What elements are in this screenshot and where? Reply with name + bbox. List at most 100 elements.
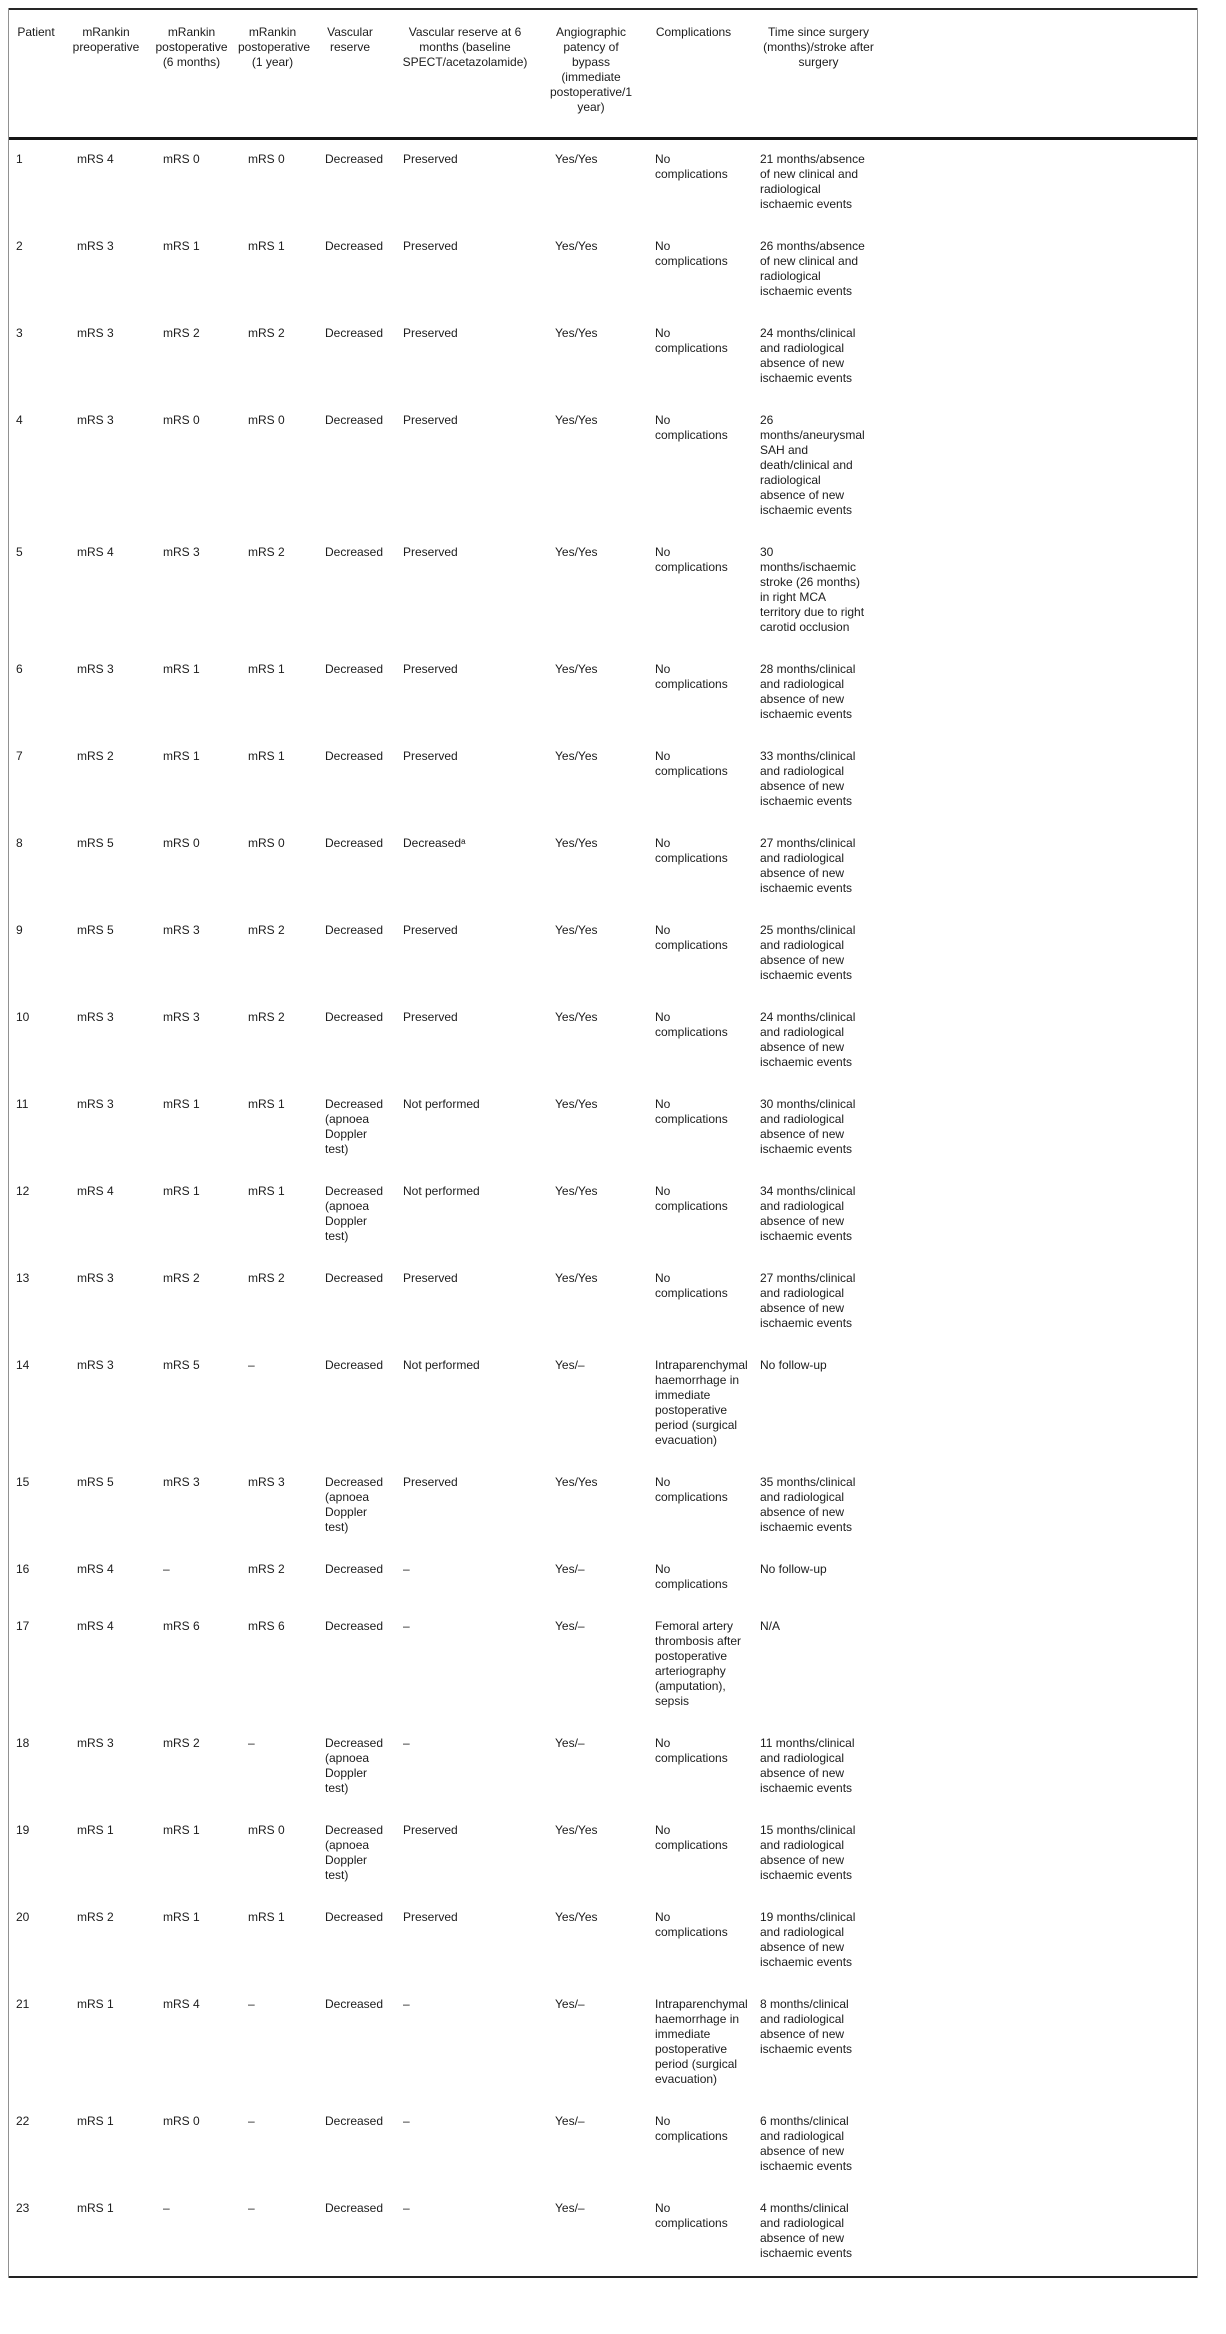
table-row: 15 mRS 5 mRS 3 mRS 3 Decreased (apnoea Doppl… [9, 1463, 1197, 1550]
table-row: 3 mRS 3 mRS 2 mRS 2 Decreased Preserved Yes/Ye… [9, 314, 1197, 401]
table-row: 13 mRS 3 mRS 2 mRS 2 Decreased Preserved Yes/Y… [9, 1259, 1197, 1346]
table-cell: Decreased (apnoea Doppler test) [325, 1823, 384, 1882]
table-cell: Intraparenchymal haemorrhage in immediat… [655, 1997, 748, 2086]
table-cell: Yes/– [555, 1736, 585, 1750]
table-cell: No complications [655, 1910, 728, 1939]
table-cell: No complications [655, 413, 728, 442]
table-cell: 6 [16, 662, 23, 676]
table-cell: mRS 3 [77, 1271, 114, 1285]
table-cell: mRS 1 [77, 1823, 114, 1837]
table-cell: mRS 2 [248, 326, 285, 340]
table-cell: No complications [655, 1010, 728, 1039]
table-cell: mRS 0 [163, 152, 200, 166]
table-row: 9 mRS 5 mRS 3 mRS 2 Decreased Preserved Yes/Ye… [9, 911, 1197, 998]
table-cell: Decreased [325, 413, 384, 427]
table-cell: mRS 3 [163, 1475, 200, 1489]
table-cell: Decreased [325, 1358, 384, 1372]
spacer-cell [891, 401, 1197, 533]
table-cell: mRS 3 [77, 1097, 114, 1111]
table-cell: 24 months/clinical and radiological abse… [760, 1010, 856, 1069]
table-cell: 26 months/absence of new clinical and ra… [760, 239, 865, 298]
table-cell: mRS 2 [248, 545, 285, 559]
table-cell: 16 [16, 1562, 30, 1576]
table-cell: – [248, 2201, 255, 2215]
table-cell: Not performed [403, 1358, 480, 1372]
table-cell: Decreased [325, 2114, 384, 2128]
table-cell: No complications [655, 545, 728, 574]
table-cell: Decreased [325, 1010, 384, 1024]
spacer-cell [891, 139, 1197, 228]
table-cell: Yes/Yes [555, 152, 598, 166]
table-cell: 24 months/clinical and radiological abse… [760, 326, 856, 385]
table-cell: mRS 3 [248, 1475, 285, 1489]
table-cell: – [248, 1736, 255, 1750]
table-cell: mRS 0 [248, 152, 285, 166]
table-cell: mRS 1 [248, 1910, 285, 1924]
table-cell: Preserved [403, 1475, 458, 1489]
table-cell: No complications [655, 1823, 728, 1852]
table-cell: 19 months/clinical and radiological abse… [760, 1910, 856, 1969]
table-cell: mRS 3 [77, 326, 114, 340]
table-cell: No complications [655, 1475, 728, 1504]
table-cell: Decreased [325, 1619, 384, 1633]
spacer-cell [891, 227, 1197, 314]
table-cell: Preserved [403, 923, 458, 937]
table-cell: mRS 1 [248, 1184, 285, 1198]
patients-table-body: 1 mRS 4 mRS 0 mRS 0 Decreased Preserved Yes/Ye… [9, 139, 1197, 2278]
table-cell: mRS 1 [77, 2201, 114, 2215]
table-row: 1 mRS 4 mRS 0 mRS 0 Decreased Preserved Yes/Ye… [9, 139, 1197, 228]
table-cell: mRS 3 [163, 923, 200, 937]
table-cell: mRS 1 [77, 2114, 114, 2128]
table-cell: Yes/– [555, 1358, 585, 1372]
table-cell: No complications [655, 1736, 728, 1765]
table-cell: Decreased (apnoea Doppler test) [325, 1097, 384, 1156]
spacer-cell [891, 824, 1197, 911]
table-row: 4 mRS 3 mRS 0 mRS 0 Decreased Preserved Yes/Ye… [9, 401, 1197, 533]
column-header: Vascular reserve at 6 months (baseline S… [389, 9, 541, 140]
table-cell: – [403, 2201, 410, 2215]
table-cell: – [403, 2114, 410, 2128]
table-cell: No complications [655, 1271, 728, 1300]
table-cell: mRS 3 [77, 1358, 114, 1372]
table-row: 2 mRS 3 mRS 1 mRS 1 Decreased Preserved Yes/Ye… [9, 227, 1197, 314]
table-cell: Yes/– [555, 1619, 585, 1633]
table-cell: 12 [16, 1184, 30, 1198]
column-header: mRankin postoperative (6 months) [149, 9, 234, 140]
table-cell: mRS 3 [77, 413, 114, 427]
table-cell: mRS 4 [77, 1184, 114, 1198]
table-row: 16 mRS 4 – mRS 2 Decreased – Yes/– No complicat… [9, 1550, 1197, 1607]
spacer-cell [891, 1985, 1197, 2102]
table-cell: mRS 0 [248, 1823, 285, 1837]
column-header: Angiographic patency of bypass (immediat… [541, 9, 641, 140]
table-cell: mRS 3 [163, 545, 200, 559]
table-cell: Decreased [325, 1271, 384, 1285]
table-cell: mRS 0 [163, 836, 200, 850]
table-cell: mRS 2 [248, 923, 285, 937]
table-frame: Patient mRankin preoperative mRankin posto… [8, 8, 1198, 2278]
table-cell: Preserved [403, 1910, 458, 1924]
table-cell: mRS 5 [77, 836, 114, 850]
table-cell: – [403, 1619, 410, 1633]
table-cell: Decreased [325, 239, 384, 253]
spacer-cell [891, 911, 1197, 998]
table-cell: Yes/Yes [555, 923, 598, 937]
table-cell: Decreased [325, 152, 384, 166]
table-cell: 11 [16, 1097, 29, 1111]
table-cell: No follow-up [760, 1358, 827, 1372]
table-cell: Preserved [403, 662, 458, 676]
table-cell: mRS 1 [77, 1997, 114, 2011]
table-cell: 14 [16, 1358, 30, 1372]
table-cell: 22 [16, 2114, 30, 2128]
table-cell: Yes/Yes [555, 1271, 598, 1285]
table-cell: 6 months/clinical and radiological absen… [760, 2114, 853, 2173]
table-cell: Decreased [325, 2201, 384, 2215]
table-cell: Decreased (apnoea Doppler test) [325, 1736, 384, 1795]
table-cell: Yes/– [555, 2201, 585, 2215]
table-cell: No complications [655, 326, 728, 355]
table-cell: 2 [16, 239, 23, 253]
table-cell: mRS 4 [77, 1619, 114, 1633]
table-cell: 23 [16, 2201, 30, 2215]
table-cell: mRS 3 [163, 1010, 200, 1024]
spacer-cell [891, 737, 1197, 824]
table-cell: Yes/– [555, 2114, 585, 2128]
